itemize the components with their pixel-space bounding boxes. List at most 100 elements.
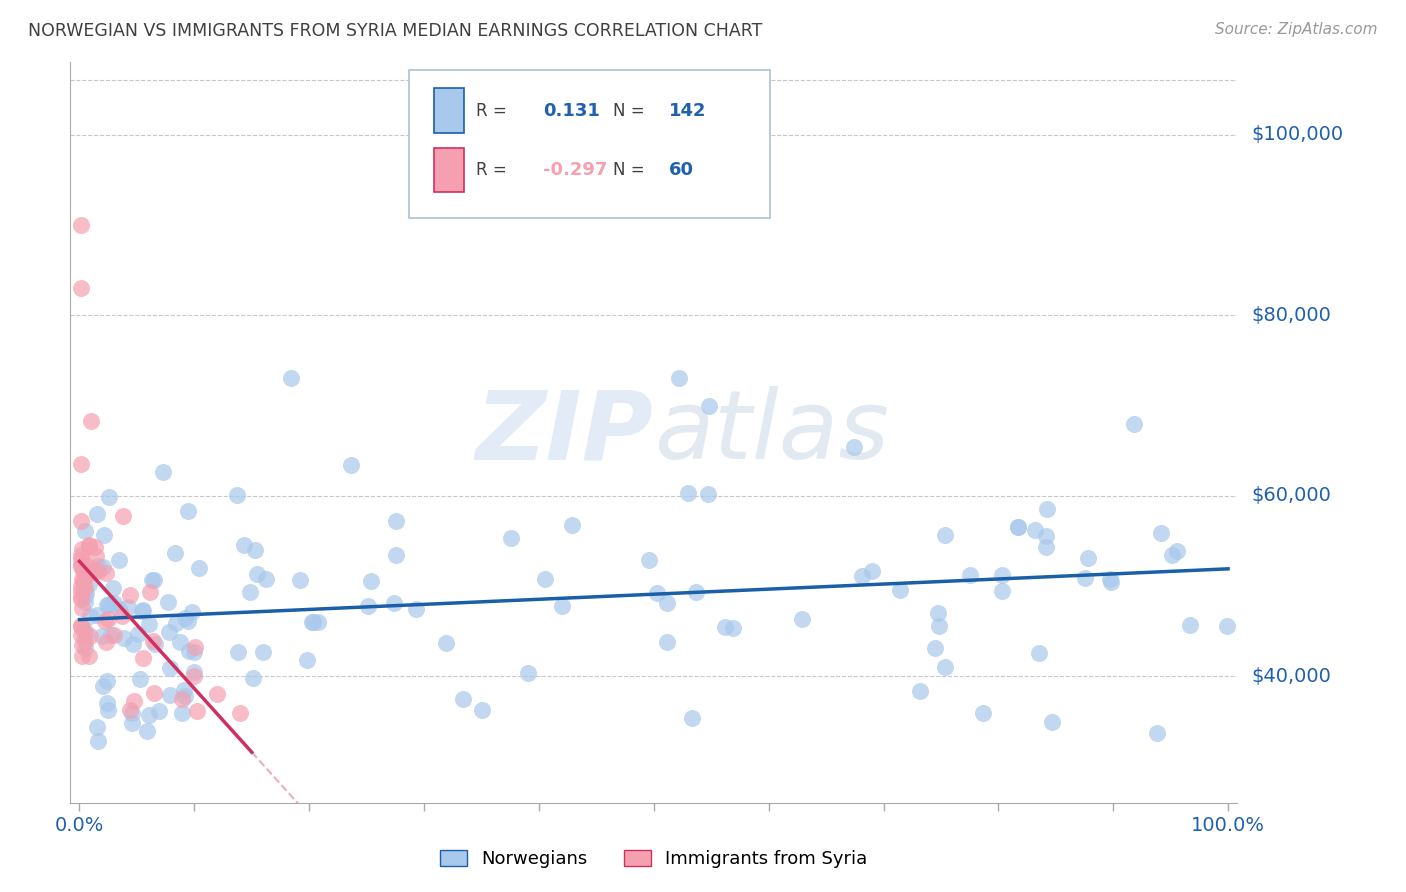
Point	[1149, 526, 1171, 541]
Text: 142: 142	[669, 102, 706, 120]
Point	[301, 615, 323, 630]
Point	[1098, 572, 1121, 586]
Point	[120, 588, 142, 602]
Legend: Norwegians, Immigrants from Syria: Norwegians, Immigrants from Syria	[433, 843, 875, 875]
Point	[103, 596, 125, 610]
Point	[69, 618, 91, 632]
Point	[1024, 524, 1046, 538]
Point	[75, 595, 97, 609]
Point	[72, 565, 94, 579]
Point	[80, 414, 103, 428]
Point	[1216, 619, 1239, 633]
Point	[122, 637, 145, 651]
Point	[232, 538, 254, 552]
Point	[70, 649, 93, 664]
Point	[645, 586, 668, 600]
Point	[121, 715, 143, 730]
Text: atlas: atlas	[654, 386, 889, 479]
Point	[156, 595, 179, 609]
Text: N =: N =	[613, 161, 644, 178]
Point	[117, 599, 139, 614]
Point	[79, 649, 101, 664]
Point	[177, 615, 200, 629]
Point	[174, 611, 197, 625]
Point	[721, 621, 744, 635]
Point	[714, 619, 737, 633]
Point	[184, 640, 207, 654]
Point	[69, 457, 91, 471]
Text: N =: N =	[613, 102, 644, 120]
Point	[357, 599, 380, 613]
Point	[86, 563, 108, 577]
Point	[70, 542, 93, 557]
Point	[96, 703, 118, 717]
Point	[382, 596, 405, 610]
Point	[100, 628, 122, 642]
Point	[1040, 714, 1063, 729]
Point	[226, 645, 249, 659]
Text: $60,000: $60,000	[1251, 486, 1331, 506]
Point	[159, 689, 181, 703]
Point	[928, 618, 950, 632]
Point	[69, 579, 91, 593]
Text: $40,000: $40,000	[1251, 667, 1331, 686]
Point	[69, 591, 91, 606]
Point	[70, 559, 93, 574]
Point	[96, 635, 118, 649]
Point	[288, 573, 311, 587]
Point	[84, 549, 107, 563]
Point	[75, 589, 97, 603]
Point	[173, 683, 195, 698]
Point	[908, 684, 931, 698]
Point	[183, 665, 205, 679]
Point	[131, 604, 153, 618]
Point	[697, 399, 720, 413]
Point	[657, 635, 679, 649]
Point	[551, 599, 574, 614]
Point	[112, 631, 135, 645]
Point	[94, 566, 117, 580]
Point	[1007, 520, 1029, 534]
Point	[280, 371, 302, 385]
Point	[70, 619, 93, 633]
Point	[73, 581, 96, 595]
Point	[499, 531, 522, 545]
Point	[107, 553, 129, 567]
Point	[141, 574, 163, 588]
Point	[97, 612, 120, 626]
Point	[851, 568, 873, 582]
Point	[301, 615, 323, 630]
Text: $80,000: $80,000	[1251, 306, 1331, 325]
Point	[252, 644, 274, 658]
Point	[132, 650, 155, 665]
Point	[991, 584, 1014, 599]
Point	[101, 582, 124, 596]
Point	[98, 597, 121, 611]
Point	[561, 518, 583, 533]
Point	[79, 539, 101, 553]
Point	[169, 635, 191, 649]
Point	[111, 609, 134, 624]
Point	[1166, 543, 1188, 558]
Point	[87, 733, 110, 747]
Point	[172, 706, 194, 720]
Point	[107, 602, 129, 616]
FancyBboxPatch shape	[409, 70, 770, 218]
Text: Source: ZipAtlas.com: Source: ZipAtlas.com	[1215, 22, 1378, 37]
Point	[434, 636, 457, 650]
Point	[79, 538, 101, 552]
Point	[118, 703, 141, 717]
Point	[122, 694, 145, 708]
Point	[181, 605, 204, 619]
Point	[72, 638, 94, 652]
Point	[844, 440, 866, 454]
Point	[668, 371, 690, 385]
Point	[1077, 551, 1099, 566]
Point	[143, 573, 166, 587]
Point	[80, 565, 103, 579]
Point	[889, 583, 911, 598]
Point	[229, 706, 252, 720]
Point	[76, 559, 98, 574]
Point	[239, 585, 262, 599]
Point	[75, 524, 97, 539]
